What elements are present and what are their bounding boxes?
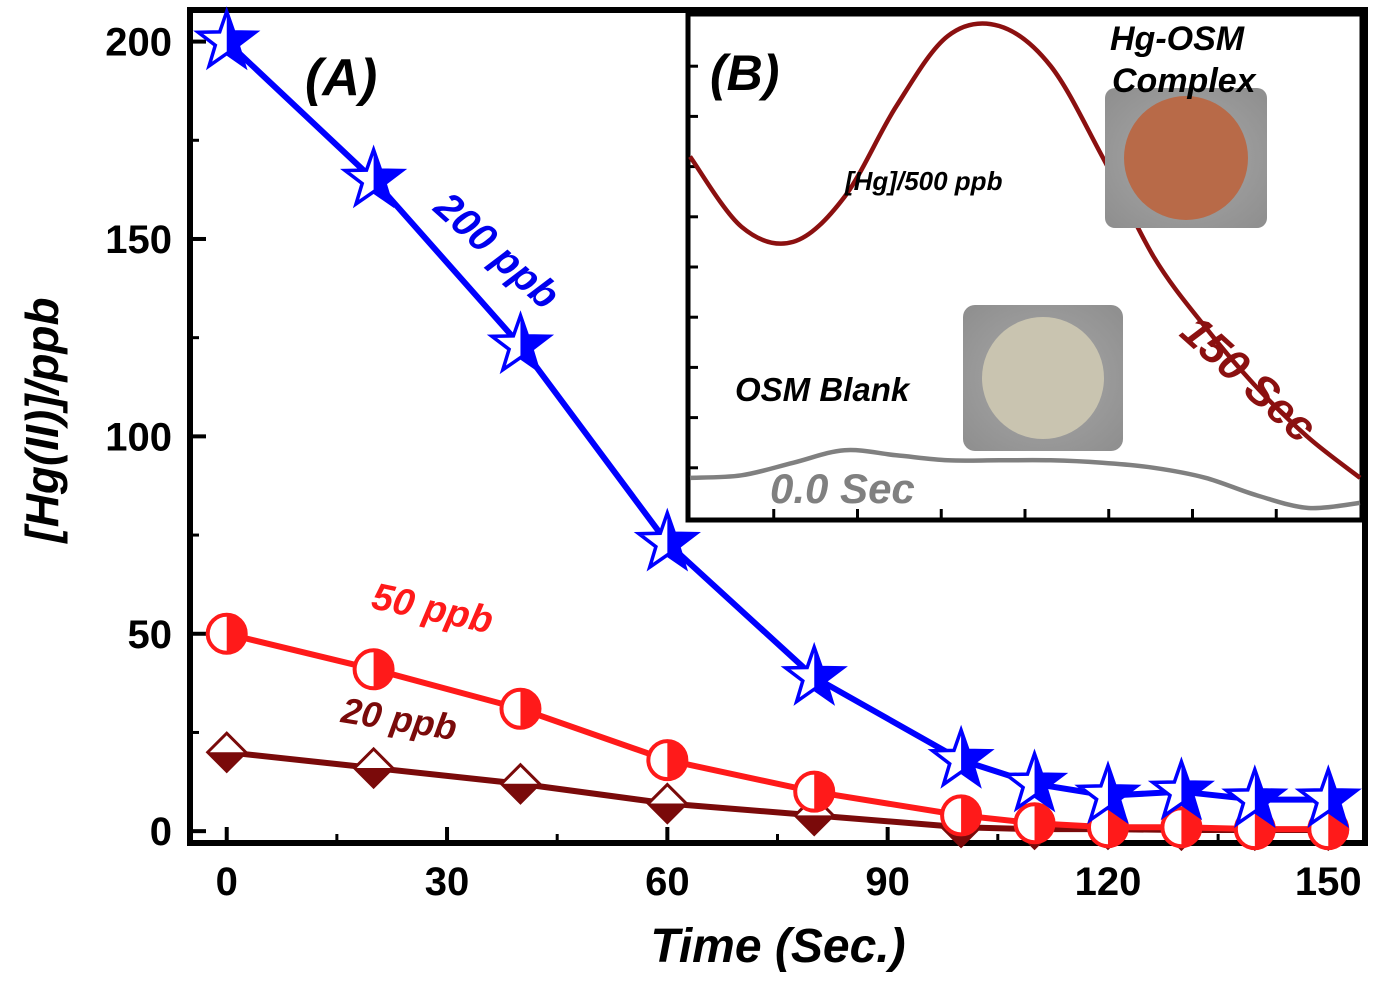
x-tick-label: 150 <box>1295 860 1362 904</box>
star-marker-fill <box>345 150 402 204</box>
star-marker-fill <box>198 12 255 66</box>
star-marker-fill <box>1006 754 1063 808</box>
photo-osm-blank <box>963 305 1123 451</box>
diamond-marker-fill <box>207 752 246 772</box>
circle-marker-fill <box>373 650 393 689</box>
inset-curve-150-Sec <box>688 21 1362 480</box>
circle-marker-fill <box>226 614 246 653</box>
x-axis-title: Time (Sec.) <box>650 920 905 973</box>
y-tick-label: 50 <box>128 613 173 657</box>
x-axis-ticks: 0 30 60 90 120 150 <box>216 827 1362 904</box>
y-tick-label: 150 <box>105 218 172 262</box>
x-tick-label: 0 <box>216 860 238 904</box>
x-tick-label: 60 <box>645 860 690 904</box>
x-tick-label: 30 <box>425 860 470 904</box>
star-marker-fill <box>1079 766 1136 820</box>
label-osm-blank: OSM Blank <box>735 371 911 408</box>
label-200ppb: 200 ppb <box>425 183 568 318</box>
star-marker-fill <box>933 730 990 784</box>
circle-marker-fill <box>1181 808 1201 847</box>
y-axis-title: [Hg(II)]/ppb <box>16 297 68 544</box>
y-tick-label: 200 <box>105 21 172 65</box>
y-tick-label: 100 <box>105 415 172 459</box>
inset-curve-0-0-Sec <box>689 447 1361 511</box>
star-marker-fill <box>1226 770 1283 824</box>
circle-marker-fill <box>520 689 540 728</box>
circle-marker-fill <box>961 796 981 835</box>
inset-series <box>688 21 1362 511</box>
photo-hg-osm-complex <box>1105 88 1267 228</box>
label-0sec: 0.0 Sec <box>770 465 915 512</box>
label-20ppb: 20 ppb <box>338 689 460 748</box>
panel-a-label: (A) <box>305 49 377 107</box>
inset-panel-b: (B) [Hg]/500 ppb Hg-OSM Complex OSM Blan… <box>685 11 1365 523</box>
panel-b-label: (B) <box>710 45 779 101</box>
diamond-marker-fill <box>501 783 540 803</box>
label-hg-osm: Hg-OSM <box>1110 20 1245 58</box>
star-marker-fill <box>1300 770 1357 824</box>
star-marker-fill <box>786 647 843 701</box>
star-marker-fill <box>1153 762 1210 816</box>
circle-marker-fill <box>1034 804 1054 843</box>
y-tick-label: 0 <box>150 810 172 854</box>
x-tick-label: 90 <box>865 860 910 904</box>
x-tick-label: 120 <box>1075 860 1142 904</box>
label-50ppb: 50 ppb <box>368 576 497 643</box>
diamond-marker-fill <box>795 815 834 835</box>
circle-marker-fill <box>814 772 834 811</box>
diamond-marker-fill <box>648 803 687 823</box>
series-layer <box>193 6 1362 852</box>
circle-marker-fill <box>667 741 687 780</box>
inset-ticks <box>690 64 1278 518</box>
label-complex: Complex <box>1112 62 1258 100</box>
y-axis-ticks: 0 50 100 150 200 <box>105 21 206 854</box>
star-marker <box>633 507 701 572</box>
diamond-marker-fill <box>354 767 393 787</box>
label-hg-500ppb: [Hg]/500 ppb <box>844 166 1003 196</box>
star-marker-fill <box>492 316 549 370</box>
